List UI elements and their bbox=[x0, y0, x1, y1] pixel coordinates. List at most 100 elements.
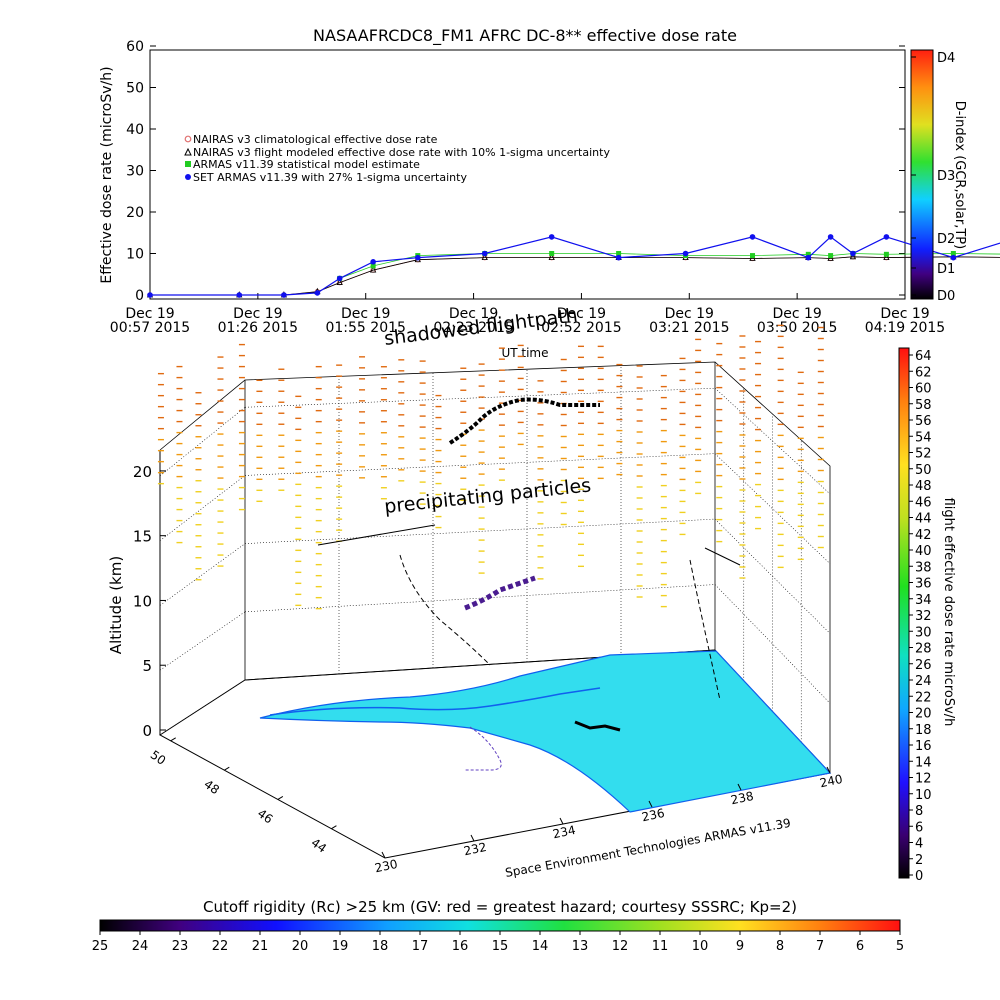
dose-tick-label: 24 bbox=[915, 674, 932, 689]
cutoff-tick-label: 6 bbox=[856, 939, 864, 954]
grid-line-left bbox=[159, 543, 246, 606]
set-armas-point bbox=[414, 254, 421, 261]
dose-tick-label: 38 bbox=[915, 560, 932, 575]
dose-colorbar-label: flight effective dose rate microSv/h bbox=[941, 498, 956, 727]
nairas-flight-point bbox=[481, 253, 488, 261]
grid-line-back bbox=[244, 387, 716, 408]
z-tick-label: 10 bbox=[133, 592, 152, 610]
cutoff-tick-label: 20 bbox=[292, 939, 309, 954]
cutoff-tick-label: 18 bbox=[372, 939, 389, 954]
cutoff-tick-label: 22 bbox=[212, 939, 229, 954]
legend-marker bbox=[184, 147, 192, 156]
plot-3d: precipitating particles shadowed flightp… bbox=[107, 304, 844, 880]
y-tick-label: 40 bbox=[126, 122, 144, 138]
flight-track-top bbox=[448, 397, 600, 445]
cutoff-tick-label: 15 bbox=[492, 939, 509, 954]
z-axis-label: Altitude (km) bbox=[107, 556, 125, 654]
dose-tick-label: 58 bbox=[915, 398, 932, 413]
legend-marker bbox=[184, 135, 192, 143]
set-armas-point bbox=[615, 254, 622, 261]
y-tick-label: 0 bbox=[135, 288, 144, 304]
dose-tick-label: 40 bbox=[915, 544, 932, 559]
cutoff-tick-label: 11 bbox=[652, 939, 669, 954]
nairas-clim-series-line bbox=[150, 256, 1000, 296]
legend-entry-nairas-flight: NAIRAS v3 flight modeled effective dose … bbox=[184, 146, 610, 159]
grid-line-side bbox=[714, 453, 831, 564]
set-armas-point bbox=[682, 250, 689, 257]
particle-field bbox=[157, 324, 824, 610]
cutoff-title: Cutoff rigidity (Rc) >25 km (GV: red = g… bbox=[203, 898, 797, 916]
ground-map bbox=[259, 650, 832, 813]
x-tick-label-time: 02:52 2015 bbox=[541, 320, 621, 336]
dose-colorbar-ticks: 6462605856545250484644424038363432302826… bbox=[909, 349, 932, 884]
dose-tick-label: 54 bbox=[915, 430, 932, 445]
x-tick-label-time: 01:55 2015 bbox=[325, 320, 405, 336]
grid-line-back bbox=[244, 518, 716, 544]
x-tick-label-date: Dec 19 bbox=[880, 306, 929, 322]
flight-shadow-right bbox=[704, 547, 741, 566]
top-y-axis: 0 10 20 30 40 50 60 bbox=[126, 39, 905, 304]
dose-tick-label: 52 bbox=[915, 447, 932, 462]
dose-tick-label: 6 bbox=[915, 820, 923, 835]
set-armas-point bbox=[548, 234, 555, 240]
legend-label: SET ARMAS v11.39 with 27% 1-sigma uncert… bbox=[193, 171, 467, 184]
lon-tick bbox=[381, 851, 386, 859]
coastline-inner bbox=[269, 687, 601, 716]
set-armas-series-line bbox=[150, 236, 1000, 296]
flight-shadow-left bbox=[317, 524, 436, 546]
dose-tick-label: 26 bbox=[915, 658, 932, 673]
ground-track-black bbox=[574, 720, 621, 732]
lon-tick bbox=[826, 766, 831, 774]
z-tick-label: 20 bbox=[133, 463, 152, 481]
dose-tick-label: 56 bbox=[915, 414, 932, 429]
nairas-flight-point bbox=[370, 266, 377, 273]
lat-tick-label: 50 bbox=[148, 748, 169, 768]
set-armas-point bbox=[883, 234, 890, 240]
cutoff-tick-label: 21 bbox=[252, 939, 269, 954]
armas-model-point bbox=[950, 251, 956, 256]
cutoff-tick-label: 10 bbox=[692, 939, 709, 954]
y-tick-label: 30 bbox=[126, 164, 144, 180]
cutoff-tick-label: 16 bbox=[452, 939, 469, 954]
cutoff-tick-label: 12 bbox=[612, 939, 629, 954]
y-tick-label: 50 bbox=[126, 81, 144, 97]
lon-tick bbox=[737, 783, 742, 791]
lon-tick-label: 232 bbox=[463, 840, 488, 858]
chart-title: NASAAFRCDC8_FM1 AFRC DC-8** effective do… bbox=[313, 26, 737, 46]
armas-model-point bbox=[616, 251, 622, 256]
dose-tick-label: 48 bbox=[915, 479, 932, 494]
dose-tick-label: 44 bbox=[915, 512, 932, 527]
legend-label: NAIRAS v3 flight modeled effective dose … bbox=[193, 146, 610, 159]
set-armas-point bbox=[281, 292, 287, 298]
lat-tick-label: 48 bbox=[201, 777, 222, 797]
cutoff-colorbar bbox=[99, 919, 901, 932]
armas-model-point bbox=[549, 251, 555, 256]
grid-3d bbox=[159, 365, 831, 774]
dose-tick-label: 42 bbox=[915, 528, 932, 543]
cutoff-tick-label: 8 bbox=[776, 939, 784, 954]
legend-marker bbox=[185, 161, 191, 167]
dose-tick-label: 10 bbox=[915, 788, 932, 803]
dose-tick-label: 62 bbox=[915, 365, 932, 380]
legend-entry-set-armas: SET ARMAS v11.39 with 27% 1-sigma uncert… bbox=[185, 171, 467, 184]
legend-entry-nairas-clim: NAIRAS v3 climatological effective dose … bbox=[184, 133, 438, 146]
x-tick-label-time: 00:57 2015 bbox=[110, 320, 190, 336]
set-armas-point bbox=[850, 250, 856, 257]
set-armas-point bbox=[336, 275, 343, 282]
lon-tick bbox=[470, 834, 475, 842]
dose-tick-label: 18 bbox=[915, 723, 932, 738]
dose-tick-label: 4 bbox=[915, 837, 923, 852]
set-armas-point bbox=[370, 259, 376, 265]
armas-model-point bbox=[883, 251, 889, 257]
dose-tick-label: 20 bbox=[915, 707, 932, 722]
dose-tick-label: 60 bbox=[915, 382, 932, 397]
set-armas-point bbox=[481, 250, 488, 257]
top-series-group bbox=[146, 234, 1000, 298]
lon-tick-label: 238 bbox=[730, 789, 755, 807]
legend-label: NAIRAS v3 climatological effective dose … bbox=[193, 133, 438, 146]
z-tick-label: 0 bbox=[142, 722, 152, 740]
lat-tick bbox=[224, 766, 230, 771]
nairas-flight-point bbox=[849, 252, 857, 260]
lon-tick bbox=[648, 800, 653, 808]
